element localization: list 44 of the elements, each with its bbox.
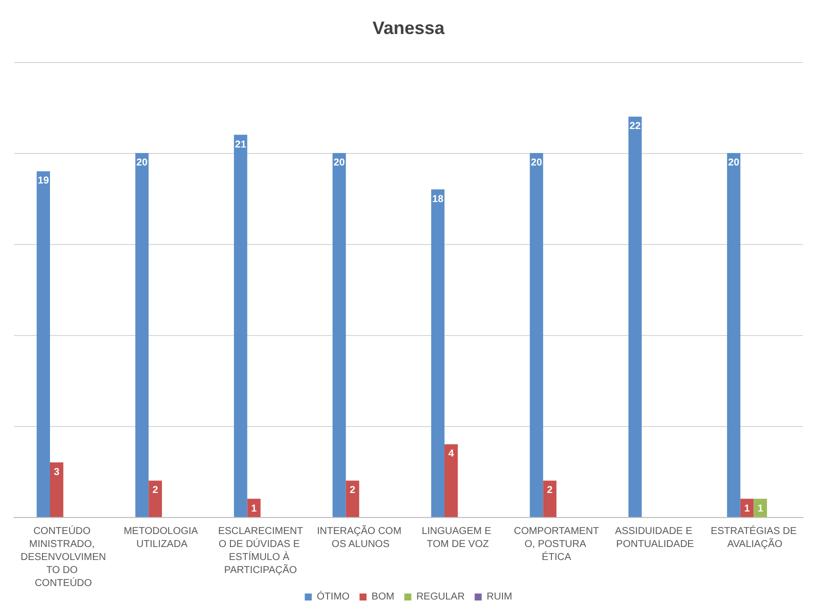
bar bbox=[346, 480, 360, 517]
x-tick-label: LINGUAGEM E TOM DE VOZ bbox=[422, 526, 494, 550]
bar bbox=[50, 462, 64, 517]
x-tick-label: ASSIDUIDADE E PONTUALIDADE bbox=[615, 526, 696, 550]
data-label: 18 bbox=[432, 194, 444, 205]
bar bbox=[727, 153, 740, 517]
bar bbox=[247, 498, 261, 517]
data-label: 1 bbox=[758, 503, 764, 514]
bar bbox=[444, 444, 458, 517]
bar bbox=[135, 153, 149, 517]
legend-label: REGULAR bbox=[416, 592, 465, 602]
x-tick-label: ESCLARECIMENTO DE DÚVIDAS E ESTÍMULO À PARTICIPAÇÃO bbox=[218, 526, 304, 576]
bar bbox=[234, 134, 248, 517]
data-label: 19 bbox=[38, 176, 50, 187]
chart-title: Vanessa bbox=[372, 18, 446, 38]
legend-label: RUIM bbox=[486, 592, 512, 602]
data-label: 1 bbox=[251, 503, 258, 514]
x-tick-label: ESTRATÉGIAS DE AVALIAÇÃO bbox=[710, 525, 797, 550]
legend-label: ÓTIMO bbox=[316, 590, 350, 602]
bar bbox=[148, 480, 162, 517]
data-label: 4 bbox=[448, 448, 454, 460]
x-tick-label: COMPORTAMENTO, POSTURA ÉTICA bbox=[514, 526, 600, 563]
data-label: 2 bbox=[350, 485, 356, 496]
bar bbox=[754, 498, 767, 517]
x-tick-label: CONTEÚDO MINISTRADO, DESENVOLVIMENTO DO CONTEÚDO bbox=[20, 525, 106, 589]
bar bbox=[332, 153, 346, 517]
data-label: 22 bbox=[630, 121, 642, 132]
data-label: 2 bbox=[152, 485, 158, 496]
bar bbox=[543, 480, 556, 517]
data-label: 2 bbox=[547, 485, 553, 496]
x-tick-label: INTERAÇÃO COM OS ALUNOS bbox=[316, 525, 402, 550]
data-label: 20 bbox=[530, 158, 542, 168]
legend-label: BOM bbox=[372, 592, 394, 602]
data-label: 20 bbox=[334, 158, 346, 168]
data-label: 1 bbox=[744, 503, 750, 514]
x-tick-label: METODOLOGIA UTILIZADA bbox=[124, 526, 200, 550]
bar bbox=[530, 153, 544, 517]
bar bbox=[36, 171, 50, 517]
data-label: 20 bbox=[136, 158, 148, 168]
bar bbox=[628, 116, 642, 517]
data-label: 3 bbox=[54, 466, 60, 478]
data-label: 20 bbox=[728, 158, 740, 168]
data-label: 21 bbox=[235, 139, 247, 150]
bar bbox=[431, 189, 444, 517]
